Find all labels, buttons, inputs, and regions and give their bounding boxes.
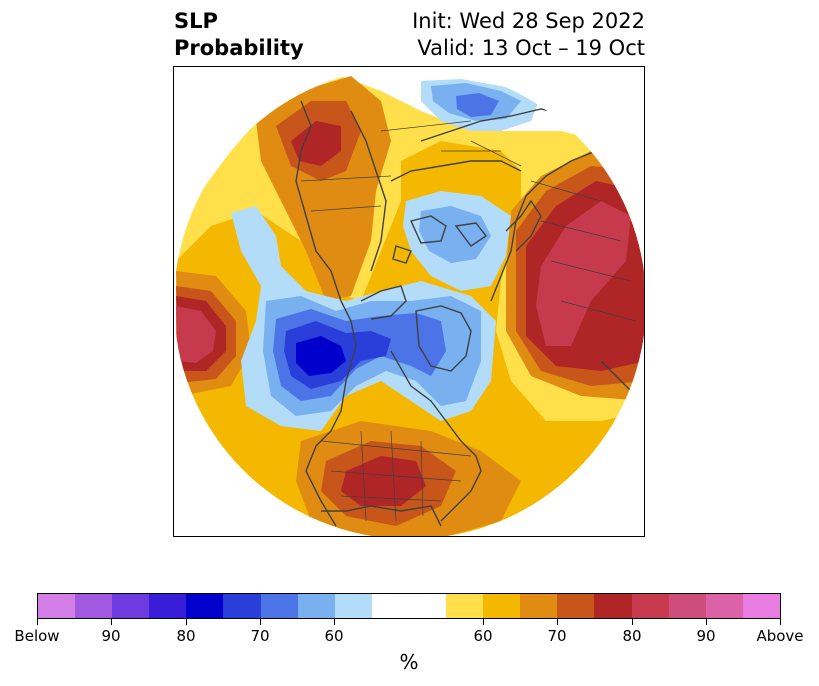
valid-range: Valid: 13 Oct – 19 Oct	[417, 36, 645, 60]
colorbar-tick	[186, 619, 187, 625]
colorbar-tick	[260, 619, 261, 625]
title-type: Probability	[174, 36, 304, 60]
scandinavia-coast	[505, 199, 542, 252]
colorbar-segment	[557, 594, 595, 618]
colorbar-tick-label: 70	[547, 627, 567, 645]
colorbar-segment	[742, 594, 780, 618]
colorbar-segment	[334, 594, 372, 618]
title-left: SLP Probability	[174, 8, 304, 62]
north-america-east-coast	[390, 350, 482, 522]
colorbar-segment	[371, 594, 409, 618]
map-panel	[173, 66, 645, 537]
colorbar-tick	[557, 619, 558, 625]
probability-map	[174, 67, 644, 536]
colorbar-tick	[483, 619, 484, 625]
colorbar-tick-label: 70	[250, 627, 270, 645]
colorbar-tick	[780, 619, 781, 625]
colorbar-segment	[38, 594, 76, 618]
alaska-coast	[360, 285, 407, 320]
colorbar-segment	[594, 594, 632, 618]
colorbar-segment	[297, 594, 335, 618]
red-north	[291, 121, 341, 166]
colorbar-segment	[112, 594, 150, 618]
unit-label: %	[399, 650, 419, 674]
deepblue-pacific	[296, 336, 346, 376]
colorbar-segment	[408, 594, 447, 618]
colorbar-tick-label: Below	[14, 627, 60, 645]
colorbar-tick-label: 90	[101, 627, 121, 645]
colorbar-tick-label: 90	[696, 627, 716, 645]
colorbar-segment	[149, 594, 187, 618]
colorbar-segment	[631, 594, 669, 618]
north-america-coast	[295, 100, 387, 527]
colorbar-tick-label: 80	[176, 627, 196, 645]
colorbar-tick	[706, 619, 707, 625]
blue-siberia	[456, 93, 499, 117]
colorbar-tick	[334, 619, 335, 625]
colorbar-tick-label: 60	[324, 627, 344, 645]
title-variable: SLP	[174, 9, 218, 33]
colorbar	[37, 593, 781, 619]
colorbar-segment	[705, 594, 743, 618]
arctic-islands	[392, 215, 488, 264]
colorbar-tick-label: 80	[622, 627, 642, 645]
gulf-coast	[321, 505, 442, 527]
colorbar-segment	[668, 594, 706, 618]
colorbar-segment	[483, 594, 521, 618]
colorbar-tick	[111, 619, 112, 625]
colorbar-tick-label: Above	[756, 627, 804, 645]
colorbar-tick-label: 60	[473, 627, 493, 645]
colorbar-segment	[446, 594, 484, 618]
colorbar-segment	[260, 594, 298, 618]
greenland-coast	[415, 305, 472, 372]
crimson-west	[176, 306, 216, 363]
init-date: Init: Wed 28 Sep 2022	[412, 9, 645, 33]
colorbar-segment	[75, 594, 113, 618]
red-south	[341, 456, 426, 506]
map-fields	[174, 67, 644, 536]
colorbar-segment	[223, 594, 261, 618]
colorbar-tick	[37, 619, 38, 625]
borders	[300, 120, 637, 522]
title-right: Init: Wed 28 Sep 2022 Valid: 13 Oct – 19…	[412, 8, 645, 62]
colorbar-tick	[632, 619, 633, 625]
colorbar-segment	[520, 594, 558, 618]
colorbar-segment	[186, 594, 224, 618]
